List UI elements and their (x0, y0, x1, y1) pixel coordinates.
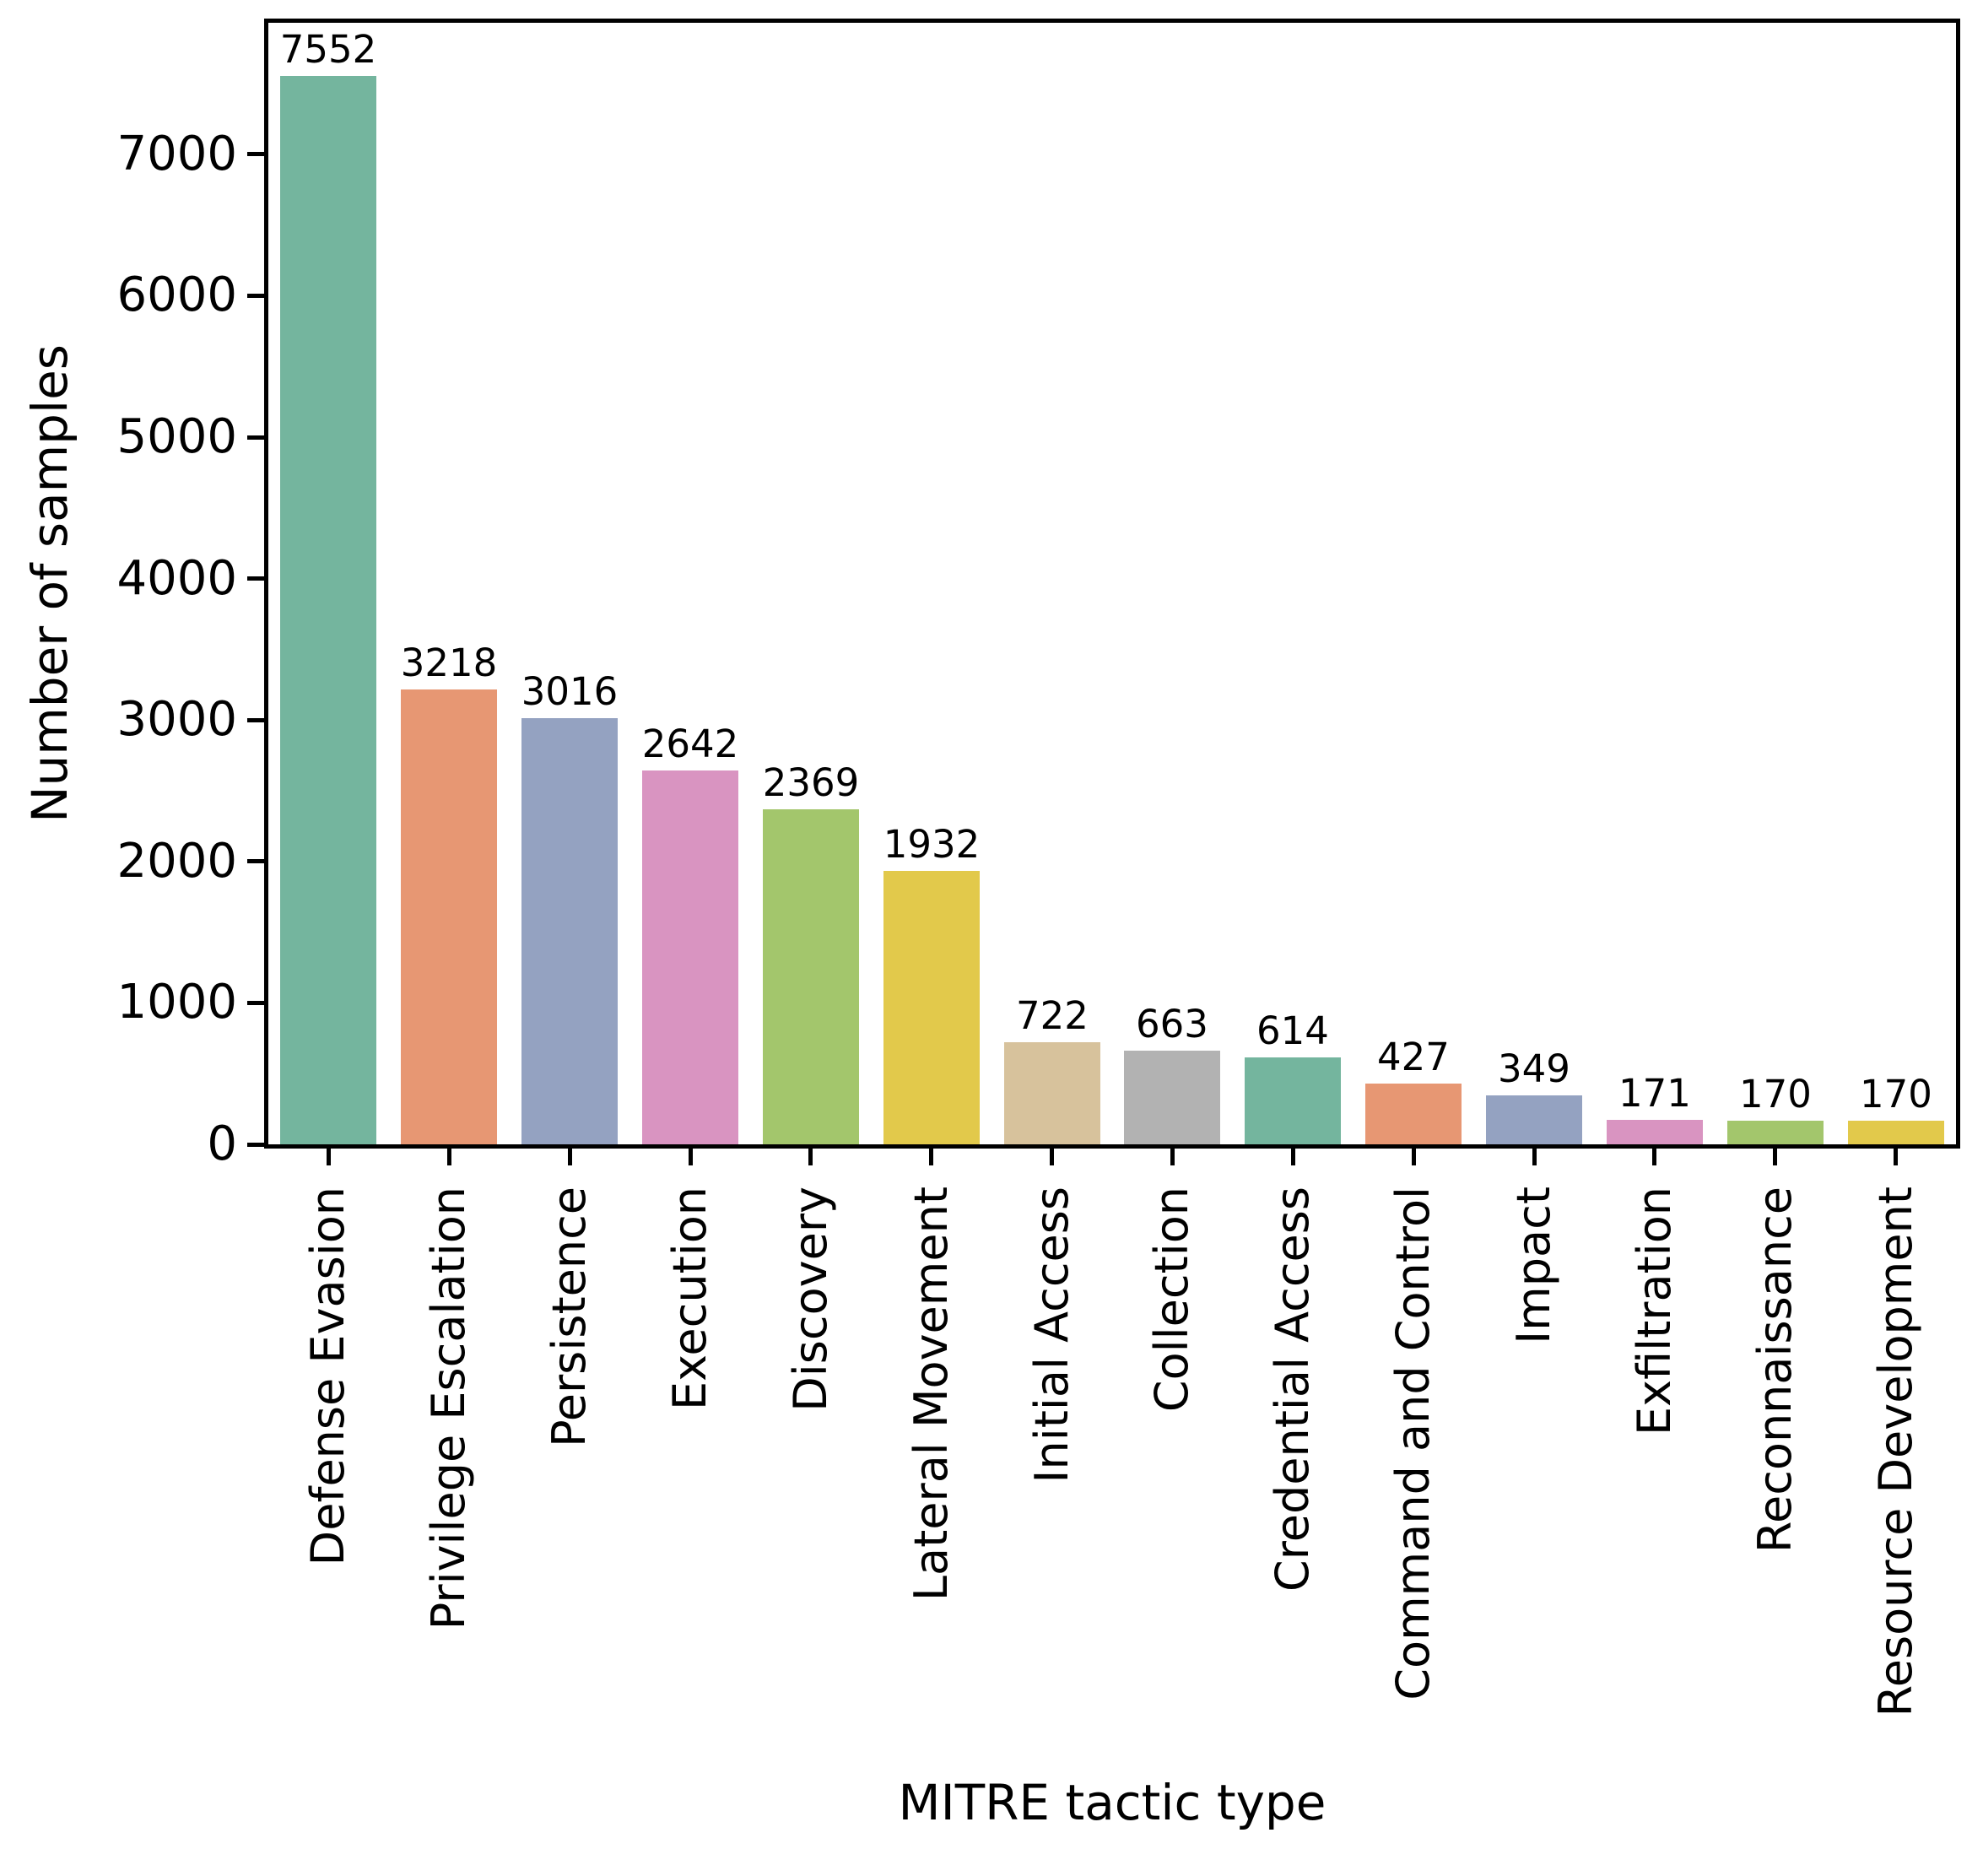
y-tick-label: 2000 (116, 834, 237, 889)
x-tick-label-collection: Collection (1145, 1187, 1198, 1413)
bar-value-label: 3016 (521, 669, 619, 714)
bar-value-label: 663 (1136, 1002, 1208, 1046)
x-tick-label-command-and-control: Command and Control (1386, 1187, 1440, 1700)
bar-resource-development (1848, 1121, 1944, 1144)
x-tick (1532, 1149, 1537, 1165)
x-tick-label-credential-access: Credential Access (1266, 1187, 1319, 1592)
x-axis-title: MITRE tactic type (898, 1774, 1327, 1831)
bar-value-label: 1932 (883, 822, 981, 867)
y-tick-label: 6000 (116, 268, 237, 322)
y-tick (247, 152, 268, 156)
bar-impact (1486, 1095, 1582, 1144)
x-tick (327, 1149, 331, 1165)
bar-value-label: 2642 (641, 722, 739, 766)
x-tick-label-discovery: Discovery (784, 1187, 837, 1412)
y-tick-label: 7000 (116, 127, 237, 181)
y-tick-label: 3000 (116, 692, 237, 747)
bar-lateral-movement (883, 871, 980, 1144)
bar-reconnaissance (1727, 1121, 1824, 1144)
x-tick (929, 1149, 933, 1165)
y-tick (247, 1143, 268, 1147)
y-tick (247, 435, 268, 440)
x-tick (1773, 1149, 1777, 1165)
bar-value-label: 427 (1377, 1035, 1450, 1079)
x-tick (1050, 1149, 1054, 1165)
x-tick (447, 1149, 451, 1165)
x-tick-label-lateral-movement: Lateral Movement (905, 1187, 958, 1602)
x-tick-label-privilege-escalation: Privilege Escalation (422, 1187, 475, 1630)
bar-discovery (763, 809, 859, 1144)
x-tick-label-impact: Impact (1507, 1187, 1560, 1344)
bar-initial-access (1004, 1042, 1100, 1144)
x-tick-label-initial-access: Initial Access (1025, 1187, 1078, 1484)
x-tick-label-persistence: Persistence (543, 1187, 596, 1447)
bar-exfiltration (1607, 1120, 1703, 1144)
bar-command-and-control (1365, 1084, 1462, 1144)
y-tick (247, 294, 268, 298)
y-tick (247, 718, 268, 722)
x-tick-label-reconnaissance: Reconnaissance (1748, 1187, 1802, 1554)
x-tick-label-resource-development: Resource Development (1869, 1187, 1922, 1717)
x-tick (1652, 1149, 1656, 1165)
bar-value-label: 2369 (762, 760, 860, 805)
x-tick-label-exfiltration: Exfiltration (1628, 1187, 1681, 1435)
bar-value-label: 349 (1498, 1046, 1570, 1091)
bar-value-label: 3218 (400, 641, 498, 685)
bar-value-label: 171 (1618, 1071, 1691, 1116)
bar-value-label: 170 (1739, 1072, 1812, 1116)
bar-privilege-escalation (401, 689, 497, 1144)
y-tick-label: 5000 (116, 409, 237, 464)
bar-credential-access (1245, 1057, 1341, 1144)
x-tick-label-execution: Execution (663, 1187, 716, 1410)
bar-collection (1124, 1051, 1220, 1144)
x-tick (1170, 1149, 1175, 1165)
x-tick (568, 1149, 572, 1165)
y-tick-label: 0 (207, 1116, 237, 1171)
y-tick-label: 1000 (116, 975, 237, 1030)
bar-value-label: 722 (1016, 993, 1089, 1038)
x-tick (808, 1149, 813, 1165)
bar-value-label: 7552 (279, 27, 377, 72)
y-tick-label: 4000 (116, 551, 237, 606)
x-tick (1291, 1149, 1295, 1165)
x-tick-label-defense-evasion: Defense Evasion (301, 1187, 354, 1566)
y-tick (247, 576, 268, 581)
bar-defense-evasion (280, 76, 376, 1144)
x-tick (1412, 1149, 1416, 1165)
bar-execution (642, 770, 738, 1144)
plot-area (264, 19, 1960, 1149)
x-tick (689, 1149, 693, 1165)
x-tick (1894, 1149, 1898, 1165)
bar-value-label: 170 (1860, 1072, 1932, 1116)
y-tick (247, 859, 268, 863)
y-tick (247, 1001, 268, 1005)
bar-value-label: 614 (1256, 1008, 1329, 1053)
bar-persistence (521, 718, 618, 1144)
